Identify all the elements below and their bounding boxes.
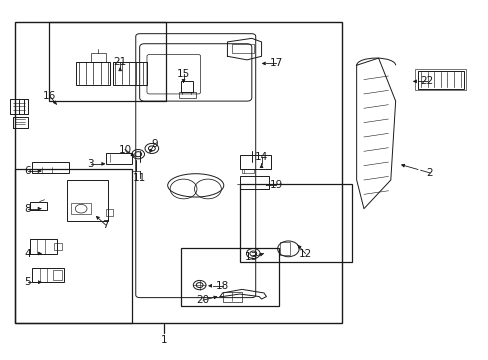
Bar <box>242 169 254 173</box>
Text: 3: 3 <box>87 159 94 169</box>
Bar <box>239 155 271 169</box>
Bar <box>91 53 105 62</box>
Text: 2: 2 <box>426 168 432 178</box>
Bar <box>32 268 64 282</box>
Bar <box>105 209 113 216</box>
Text: 7: 7 <box>102 220 109 230</box>
Bar <box>178 92 195 98</box>
Bar <box>71 203 91 214</box>
Bar <box>222 292 242 302</box>
Text: 8: 8 <box>24 204 31 214</box>
Text: 19: 19 <box>269 180 282 190</box>
Text: 12: 12 <box>298 248 311 258</box>
Bar <box>76 62 110 85</box>
Bar <box>105 153 132 164</box>
Bar <box>32 162 69 173</box>
Bar <box>30 202 47 211</box>
Bar <box>15 22 341 323</box>
Text: 17: 17 <box>269 58 282 68</box>
Text: 13: 13 <box>244 252 258 262</box>
Text: 5: 5 <box>24 277 31 287</box>
Bar <box>113 62 147 85</box>
Bar <box>414 69 466 90</box>
Text: 6: 6 <box>24 166 31 176</box>
Bar <box>49 22 166 101</box>
Bar <box>66 180 108 221</box>
Bar <box>181 81 193 92</box>
Bar <box>53 270 62 280</box>
Text: 21: 21 <box>113 57 126 67</box>
Bar <box>239 184 351 262</box>
Text: 15: 15 <box>177 69 190 79</box>
Text: 22: 22 <box>420 76 433 86</box>
Bar <box>15 169 132 323</box>
Text: 4: 4 <box>24 248 31 258</box>
Bar <box>30 239 57 253</box>
Bar <box>417 71 463 89</box>
Text: 20: 20 <box>196 295 209 305</box>
Text: 10: 10 <box>118 144 131 154</box>
Bar <box>181 248 278 306</box>
Bar <box>280 242 289 255</box>
Text: 11: 11 <box>133 173 146 183</box>
Text: 9: 9 <box>151 139 157 149</box>
Text: 16: 16 <box>43 91 56 101</box>
Bar <box>232 44 254 53</box>
Text: 14: 14 <box>254 152 267 162</box>
Text: 1: 1 <box>161 334 167 345</box>
Bar <box>239 176 268 189</box>
Text: 18: 18 <box>216 281 229 291</box>
Bar <box>54 243 61 250</box>
